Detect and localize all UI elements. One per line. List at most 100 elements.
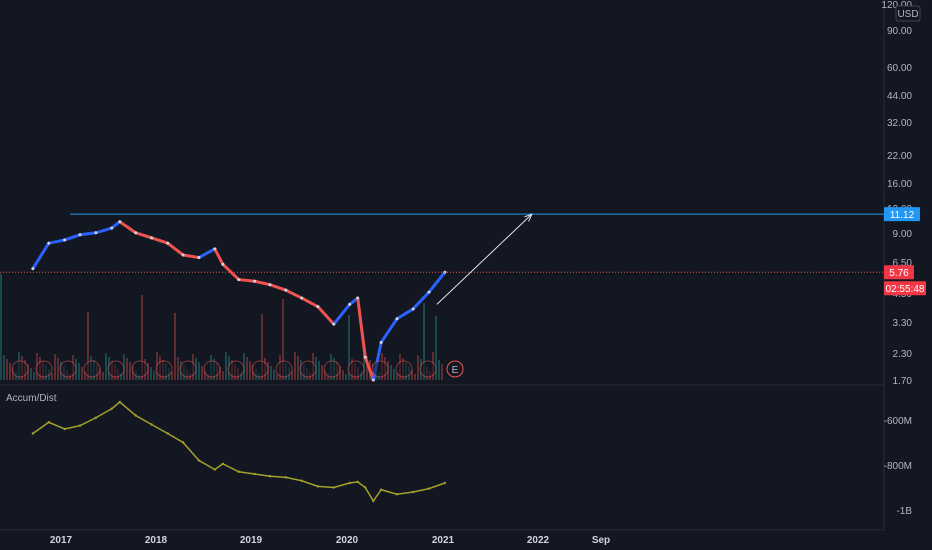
volume-bar [6,359,8,380]
price-segment [213,247,225,266]
earnings-marker[interactable] [107,360,125,378]
price-point [47,241,51,245]
ad-point [316,485,320,488]
volume-bar [171,372,173,380]
price-point [371,378,375,382]
volume-bar [129,362,131,380]
currency-label: USD [897,9,918,20]
price-point [134,231,138,235]
earnings-marker[interactable] [347,360,365,378]
volume-bar [342,370,344,380]
price-point [118,220,122,224]
time-axis-label: 2021 [432,535,455,546]
volume-bar [78,363,80,380]
earnings-marker[interactable] [155,360,173,378]
ad-point [332,486,335,489]
earnings-marker[interactable] [371,360,389,378]
ad-point [213,468,217,471]
price-point [237,278,241,282]
countdown-tag[interactable] [884,281,926,296]
volume-bar [222,371,224,380]
earnings-marker[interactable] [179,360,197,378]
earnings-marker[interactable] [35,360,53,378]
level-tag[interactable] [884,207,920,222]
volume-bar [270,366,272,380]
volume-bar [102,372,104,380]
price-point [63,238,67,242]
price-segment [181,253,201,260]
price-point [356,296,360,300]
volume-bar [150,367,152,380]
projection-arrow[interactable] [436,213,533,305]
volume-bar [0,274,2,380]
ad-point [356,480,359,484]
volume-bar [27,364,29,380]
earnings-marker[interactable] [83,360,101,378]
price-point [150,236,154,240]
ad-point [134,414,137,417]
price-segment [221,262,241,282]
volume-bar [321,365,323,380]
ad-point [78,424,82,427]
volume-bar [393,369,395,380]
volume-bar [99,368,101,380]
price-axis-label: 6.50 [893,258,913,269]
volume-bar [339,366,341,380]
price-point [284,288,288,292]
last-price-tag[interactable] [884,265,914,280]
earnings-marker[interactable] [419,360,437,378]
earnings-marker[interactable] [11,360,29,378]
volume-bar [348,315,350,380]
earnings-marker[interactable] [227,360,245,378]
price-segment [395,307,415,321]
currency-box[interactable] [895,5,921,22]
ad-point [166,432,169,435]
price-segment [63,233,82,242]
earnings-marker[interactable] [59,360,77,378]
price-segment [363,355,375,382]
volume-bar [219,367,221,380]
earnings-marker[interactable] [203,360,221,378]
earnings-marker[interactable] [275,360,293,378]
earnings-marker[interactable] [299,360,317,378]
price-point [94,231,98,235]
volume-bar [363,352,365,380]
earnings-marker[interactable] [251,360,269,378]
earnings-marker[interactable] [131,360,149,378]
ad-point [395,493,399,496]
countdown-tag-text: 02:55:48 [886,284,925,295]
volume-bar [153,371,155,380]
price-segment [47,238,67,245]
volume-bar [414,374,416,380]
price-segment [150,236,170,245]
price-segment [379,317,399,344]
price-segment [94,226,114,235]
volume-bar [54,354,56,380]
ad-point [348,481,351,485]
volume-bar [291,371,293,380]
volume-bar [105,353,107,380]
volume-bar [9,363,11,380]
earnings-marker[interactable] [323,360,341,378]
ad-point [237,470,240,473]
last-price-tag-text: 5.76 [889,268,909,279]
volume-bar [417,355,419,380]
price-point [379,340,383,344]
volume-bar [249,361,251,380]
volume-bar [273,370,275,380]
price-point [31,267,35,271]
price-axis-label: 32.00 [887,118,912,129]
price-axis-label: 2.30 [893,349,913,360]
ad-axis-label: -1B [896,506,912,517]
volume-bar [441,364,443,380]
ad-point [443,481,447,485]
earnings-marker[interactable] [446,360,464,378]
volume-bar [246,357,248,380]
earnings-marker[interactable] [395,360,413,378]
volume-bar [198,362,200,380]
volume-bar [240,372,242,380]
price-axis-label: 9.00 [893,229,913,240]
price-axis-label: 120.00 [881,0,912,11]
ad-point [197,459,201,462]
